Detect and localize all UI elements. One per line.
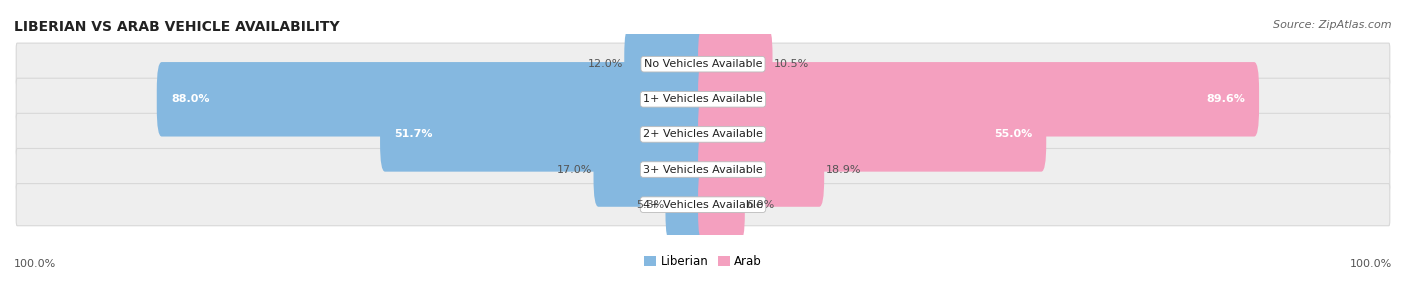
FancyBboxPatch shape [697,62,1260,136]
FancyBboxPatch shape [17,148,1389,190]
Text: 10.5%: 10.5% [773,59,808,69]
FancyBboxPatch shape [697,167,745,242]
Text: 88.0%: 88.0% [172,94,209,104]
Text: 1+ Vehicles Available: 1+ Vehicles Available [643,94,763,104]
FancyBboxPatch shape [697,27,772,102]
Text: 18.9%: 18.9% [825,164,860,174]
Text: 3+ Vehicles Available: 3+ Vehicles Available [643,164,763,174]
FancyBboxPatch shape [697,132,824,207]
Text: 6.0%: 6.0% [747,200,775,210]
FancyBboxPatch shape [624,27,709,102]
Legend: Liberian, Arab: Liberian, Arab [640,250,766,273]
Text: No Vehicles Available: No Vehicles Available [644,59,762,69]
Text: Source: ZipAtlas.com: Source: ZipAtlas.com [1274,20,1392,30]
Text: 12.0%: 12.0% [588,59,623,69]
Text: 100.0%: 100.0% [1350,259,1392,269]
FancyBboxPatch shape [157,62,707,136]
Text: LIBERIAN VS ARAB VEHICLE AVAILABILITY: LIBERIAN VS ARAB VEHICLE AVAILABILITY [14,20,340,34]
Text: 89.6%: 89.6% [1206,94,1244,104]
Text: 51.7%: 51.7% [394,130,433,139]
FancyBboxPatch shape [17,43,1389,85]
FancyBboxPatch shape [697,97,1046,172]
FancyBboxPatch shape [17,113,1389,156]
Text: 4+ Vehicles Available: 4+ Vehicles Available [643,200,763,210]
FancyBboxPatch shape [17,78,1389,120]
FancyBboxPatch shape [593,132,709,207]
Text: 2+ Vehicles Available: 2+ Vehicles Available [643,130,763,139]
Text: 55.0%: 55.0% [994,130,1032,139]
Text: 5.3%: 5.3% [636,200,664,210]
FancyBboxPatch shape [380,97,709,172]
FancyBboxPatch shape [17,184,1389,226]
Text: 100.0%: 100.0% [14,259,56,269]
Text: 17.0%: 17.0% [557,164,592,174]
FancyBboxPatch shape [665,167,709,242]
